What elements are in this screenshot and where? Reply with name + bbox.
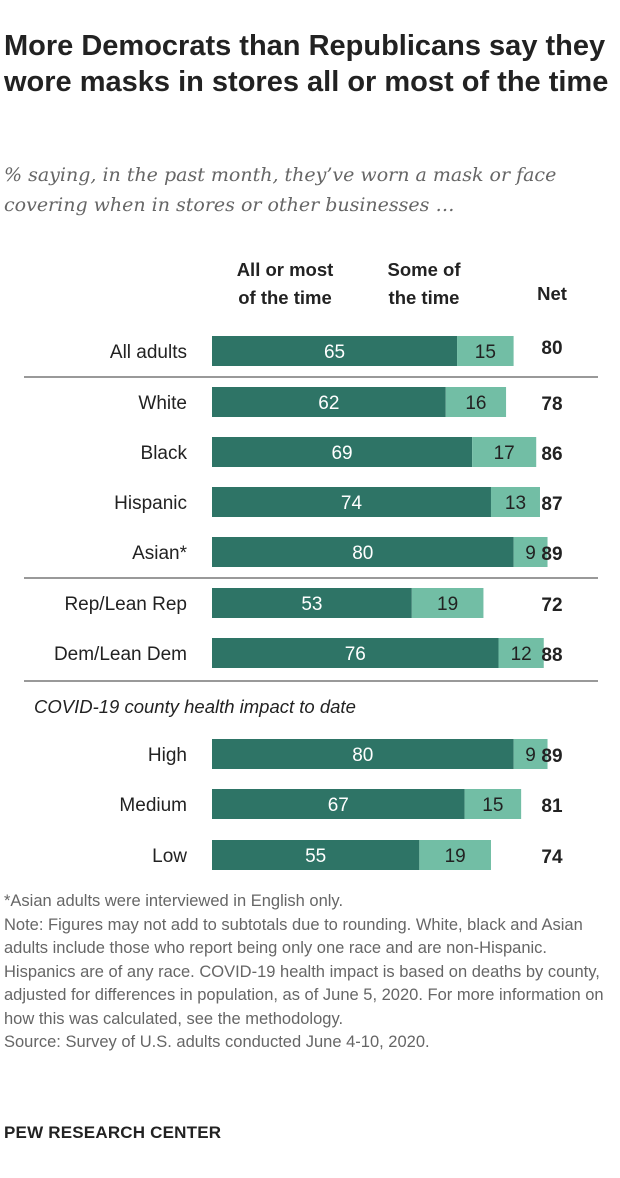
asterisk-note: *Asian adults were interviewed in Englis…: [4, 892, 344, 910]
value-label-some: 9: [525, 543, 536, 564]
legend-all-or-most: All or most of the time: [237, 259, 334, 308]
bar-all-or-most: [212, 840, 420, 870]
legend-some: Some of the time: [388, 259, 462, 308]
net-value: 87: [541, 494, 562, 515]
bar-all-or-most: [212, 789, 465, 819]
category-label: Rep/Lean Rep: [64, 594, 187, 615]
bar-some: [490, 487, 540, 517]
bar-all-or-most: [212, 336, 458, 366]
net-value: 89: [541, 746, 562, 767]
net-value: 80: [541, 338, 562, 359]
value-label-all-or-most: 74: [341, 493, 363, 514]
bar-all-or-most: [212, 638, 499, 668]
net-value: 74: [541, 847, 563, 868]
bar-some: [472, 437, 537, 467]
value-label-all-or-most: 53: [301, 594, 322, 615]
bar-all-or-most: [212, 739, 514, 769]
value-label-all-or-most: 62: [318, 393, 339, 414]
value-label-all-or-most: 80: [352, 543, 373, 564]
methodology-note: Note: Figures may not add to subtotals d…: [4, 915, 604, 1028]
value-label-some: 19: [437, 594, 458, 615]
bar-all-or-most: [212, 537, 514, 567]
bar-some: [464, 789, 522, 819]
category-label: Black: [141, 443, 188, 464]
value-label-some: 17: [494, 443, 515, 464]
value-label-some: 9: [525, 745, 536, 766]
bar-some: [411, 588, 484, 618]
net-value: 81: [541, 796, 563, 817]
chart-title: More Democrats than Republicans say they…: [4, 30, 609, 98]
value-label-all-or-most: 69: [331, 443, 352, 464]
value-label-some: 19: [445, 846, 466, 867]
bar-some: [457, 336, 514, 366]
value-label-all-or-most: 65: [324, 342, 345, 363]
net-value: 89: [541, 544, 562, 565]
value-label-some: 15: [482, 795, 503, 816]
category-label: White: [138, 393, 187, 414]
category-label: High: [148, 745, 187, 766]
value-label-all-or-most: 67: [328, 795, 349, 816]
bar-some: [498, 638, 544, 668]
stacked-bar-chart: All or most of the time Some of the time Net…: [24, 259, 598, 870]
section-heading: COVID-19 county health impact to date: [34, 696, 356, 717]
value-label-some: 15: [475, 342, 496, 363]
net-header: Net: [537, 283, 567, 304]
bar-all-or-most: [212, 487, 491, 517]
chart-subtitle: % saying, in the past month, they’ve wor…: [4, 164, 557, 216]
category-label: All adults: [110, 342, 187, 363]
category-label: Medium: [119, 795, 187, 816]
pew-logo: PEW RESEARCH CENTER: [4, 1123, 222, 1142]
category-label: Dem/Lean Dem: [54, 644, 187, 665]
bar-all-or-most: [212, 387, 446, 417]
bar-some: [419, 840, 491, 870]
bar-some: [513, 537, 548, 567]
bar-some: [513, 739, 548, 769]
category-label: Hispanic: [114, 493, 187, 514]
value-label-some: 16: [465, 393, 486, 414]
value-label-some: 13: [505, 493, 526, 514]
net-value: 78: [541, 394, 562, 415]
net-value: 88: [541, 645, 562, 666]
source-note: Source: Survey of U.S. adults conducted …: [4, 1033, 430, 1051]
net-value: 72: [541, 595, 562, 616]
bar-all-or-most: [212, 437, 473, 467]
category-label: Low: [152, 846, 187, 867]
value-label-all-or-most: 76: [345, 644, 366, 665]
value-label-all-or-most: 55: [305, 846, 326, 867]
value-label-some: 12: [511, 644, 532, 665]
footnotes: *Asian adults were interviewed in Englis…: [4, 890, 616, 1055]
value-label-all-or-most: 80: [352, 745, 373, 766]
bar-some: [445, 387, 507, 417]
net-value: 86: [541, 444, 562, 465]
category-label: Asian*: [132, 543, 188, 564]
bar-all-or-most: [212, 588, 412, 618]
